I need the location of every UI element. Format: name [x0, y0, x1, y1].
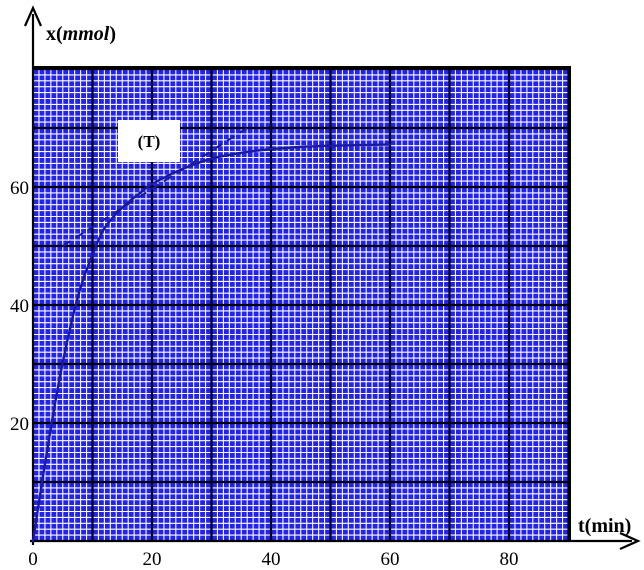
y-tick-label: 40: [10, 296, 29, 317]
x-tick-label: 20: [143, 549, 162, 570]
tangent-line: [62, 127, 248, 247]
tangent-layer: (T): [62, 120, 248, 247]
y-tick-label: 20: [10, 414, 29, 435]
x-tick-label: 80: [500, 549, 519, 570]
tangent-label-box: [118, 120, 180, 162]
y-axis-label: x(mmol): [46, 23, 116, 45]
series-line-0: [31, 143, 392, 543]
y-tick-label: 60: [10, 178, 29, 199]
graph-paper-grid: [32, 66, 571, 542]
x-tick-label: 40: [262, 549, 281, 570]
x-axis-arrow: [619, 531, 641, 551]
y-axis-arrow: [23, 5, 43, 27]
tick-labels: 0 20 40 60 80 20 40 60: [10, 178, 519, 570]
tangent-label: (T): [138, 132, 161, 151]
x-axis-label: t(min): [578, 515, 631, 537]
x-tick-label: 0: [28, 549, 38, 570]
x-tick-label: 60: [381, 549, 400, 570]
axes: [23, 5, 641, 551]
series-layer: [31, 143, 392, 543]
